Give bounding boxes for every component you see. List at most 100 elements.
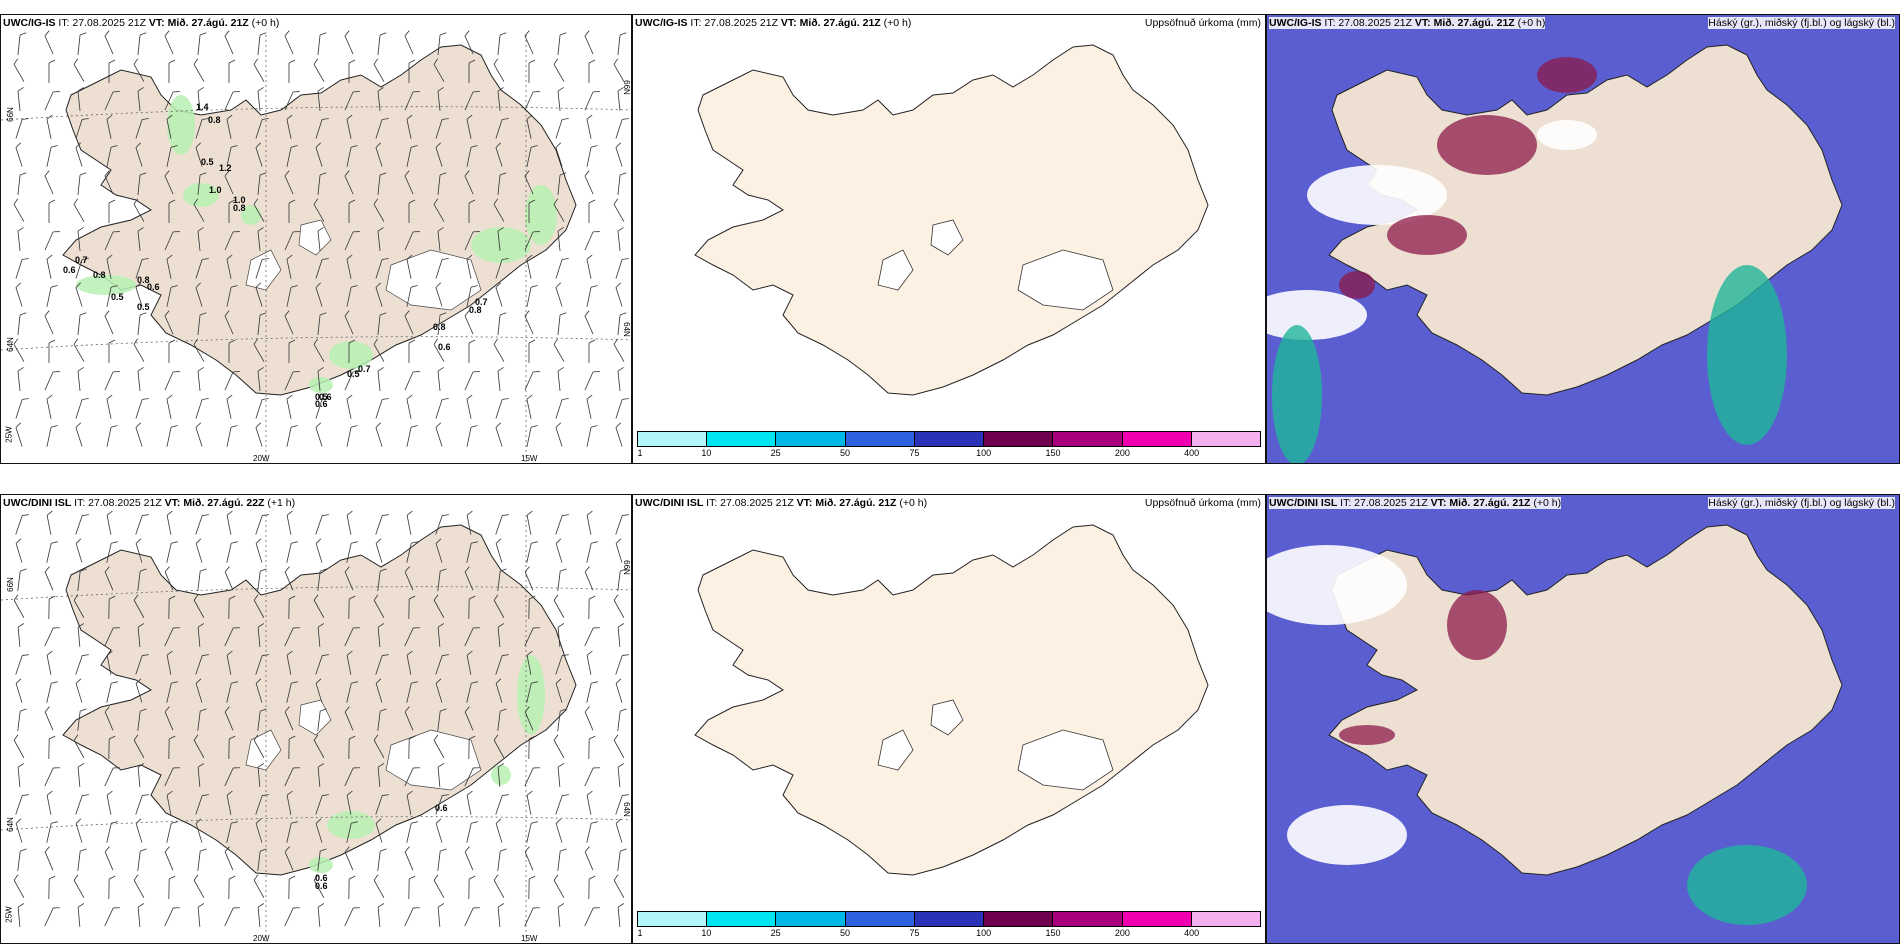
wind-barb: [435, 142, 443, 167]
wind-barb: [497, 568, 507, 591]
wind-barb: [437, 623, 445, 647]
wind-barb: [106, 394, 113, 419]
wind-barb: [195, 398, 209, 419]
wind-barb: [435, 818, 443, 843]
wind-barb: [257, 623, 265, 647]
clear-sky: [1287, 805, 1407, 865]
wind-barb: [77, 227, 84, 251]
lon-label-20: 20W: [253, 934, 270, 943]
wind-barb: [46, 510, 53, 535]
colorbar-swatch: [845, 432, 915, 446]
wind-barb: [406, 541, 418, 563]
wind-barb: [435, 258, 449, 279]
high-cloud: [1387, 215, 1467, 255]
wind-barb: [375, 818, 383, 843]
wind-barb: [346, 541, 358, 563]
wind-barb: [17, 708, 27, 731]
wind-barb: [315, 794, 329, 815]
wind-barb: [73, 58, 85, 82]
wind-barb: [284, 371, 300, 391]
wind-barb: [166, 394, 173, 419]
wind-barb: [224, 907, 240, 927]
wind-barb: [555, 282, 563, 307]
wind-barb: [437, 763, 445, 787]
wind-barb: [373, 594, 385, 618]
wind-barb: [108, 735, 116, 760]
wind-barb: [557, 903, 565, 927]
wind-barb: [524, 706, 534, 731]
precip-label: 0.7: [358, 364, 371, 374]
colorbar-tick-label: 150: [1045, 928, 1061, 938]
wind-barb: [404, 627, 420, 647]
wind-barb: [288, 875, 296, 900]
mid-cloud: [1272, 325, 1322, 463]
wind-barb: [288, 199, 296, 223]
mid-cloud: [1707, 265, 1787, 445]
wind-barb: [377, 312, 387, 335]
wind-barb: [224, 170, 234, 195]
colorbar-swatch: [1191, 912, 1260, 926]
wind-barb: [253, 58, 265, 82]
wind-barb: [15, 654, 29, 675]
precip-label: 0.5: [347, 369, 360, 379]
field-label: Háský (gr.), miðský (fj.bl.) og lágský (…: [1708, 497, 1895, 509]
wind-barb: [555, 654, 569, 675]
wind-barb: [468, 875, 476, 900]
wind-barb: [288, 59, 296, 83]
wind-barb: [466, 254, 473, 279]
wind-barb: [528, 339, 536, 363]
wind-barb: [168, 595, 176, 620]
wind-barb: [553, 198, 565, 222]
wind-barb: [48, 199, 56, 223]
wind-barb: [166, 790, 173, 815]
wind-barb: [15, 678, 23, 703]
wind-barb: [495, 422, 503, 447]
wind-barb: [375, 118, 389, 139]
wind-barb: [75, 142, 83, 167]
wind-barb: [77, 312, 87, 335]
wind-barb: [613, 198, 625, 222]
colorbar-swatch: [1122, 432, 1192, 446]
wind-barb: [617, 848, 627, 871]
colorbar-tick-label: 1: [637, 928, 643, 938]
wind-barb: [135, 818, 143, 843]
wind-barb: [375, 654, 389, 675]
wind-barb: [584, 231, 600, 251]
precip-map: [694, 524, 1209, 876]
wind-barb: [466, 650, 473, 675]
wind-barb: [195, 678, 203, 703]
precip-label: 1.0: [209, 185, 222, 195]
wind-barb: [257, 763, 265, 787]
wind-barb: [313, 338, 325, 362]
wind-barb: [108, 339, 116, 363]
wind-barb: [615, 118, 629, 139]
wind-barb: [315, 818, 323, 843]
wind-barb: [404, 767, 420, 787]
wind-barb: [524, 310, 534, 335]
wind-barb: [224, 91, 240, 111]
wind-barb: [526, 114, 533, 139]
wind-barb: [317, 763, 325, 787]
wind-barb: [526, 681, 538, 703]
wind-barb: [406, 254, 413, 279]
wind-barb: [497, 623, 505, 647]
wind-barb: [373, 198, 385, 222]
colorbar: 1 10 25 50 75 100 150 200 400: [637, 431, 1261, 461]
wind-barb: [48, 735, 56, 760]
wind-barb: [584, 371, 600, 391]
wind-barb: [195, 142, 203, 167]
wind-barb: [437, 708, 447, 731]
wind-barb: [284, 706, 294, 731]
wind-barb: [46, 254, 53, 279]
wind-barb: [617, 623, 625, 647]
wind-barb: [468, 199, 476, 223]
wind-barb: [524, 30, 534, 55]
wind-barb: [46, 394, 53, 419]
colorbar-swatch: [914, 912, 985, 926]
wind-barb: [497, 708, 507, 731]
wind-barb: [106, 821, 118, 843]
wind-barb: [317, 87, 324, 111]
wind-barb: [375, 514, 389, 535]
wind-barb: [15, 818, 23, 843]
wind-barb: [257, 848, 267, 871]
